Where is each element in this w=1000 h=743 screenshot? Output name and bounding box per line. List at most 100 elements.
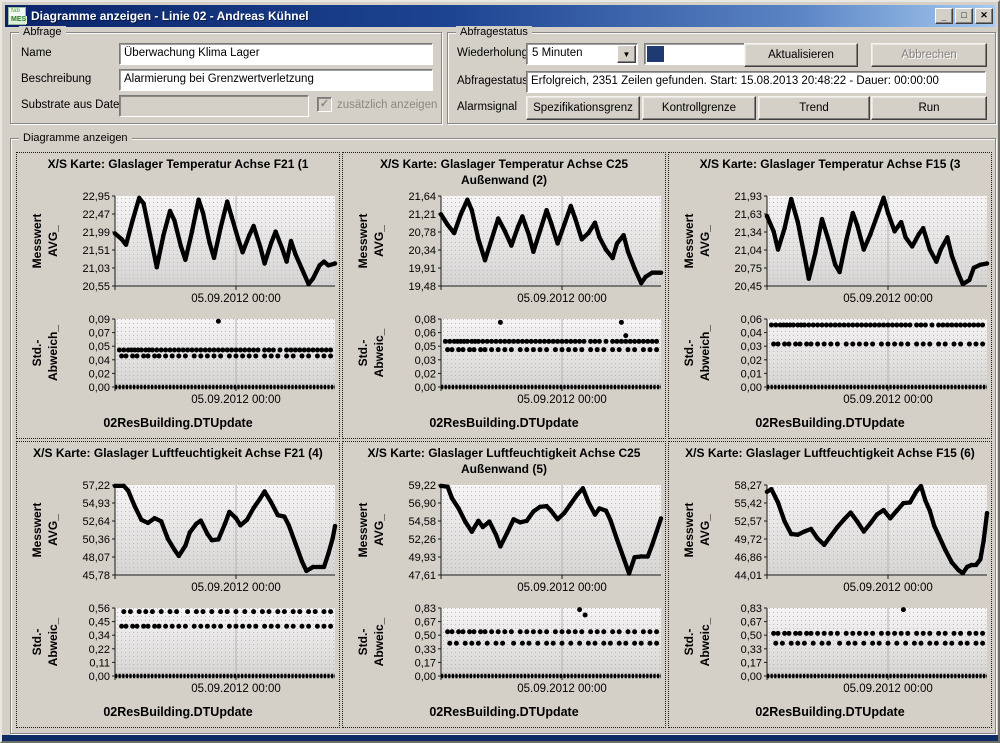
data-point <box>779 640 785 646</box>
x-tick-label: 05.09.2012 00:00 <box>191 394 281 406</box>
y-tick-label: 0,00 <box>89 382 110 394</box>
outlier-point <box>215 318 221 324</box>
data-point <box>973 341 979 347</box>
minimize-icon: _ <box>941 12 947 22</box>
data-point <box>654 347 660 353</box>
kontrollgrenze-button[interactable]: Kontrollgrenze <box>642 96 756 120</box>
data-point <box>183 543 188 548</box>
x-tick-label: 05.09.2012 00:00 <box>517 293 607 305</box>
data-point <box>658 270 664 275</box>
data-point <box>484 640 490 646</box>
y-tick-label: 0,00 <box>741 671 762 683</box>
data-point <box>526 640 532 646</box>
data-point <box>159 519 164 524</box>
data-point <box>878 630 884 636</box>
data-point <box>973 640 979 646</box>
data-point <box>262 489 267 494</box>
top-chart: 58,27 55,42 52,57 49,72 46,86 44,01 05.09.2012… <box>682 480 990 594</box>
data-point <box>821 341 827 347</box>
data-point <box>515 224 521 230</box>
data-point <box>306 281 311 287</box>
data-point <box>258 496 263 501</box>
data-point <box>524 347 530 353</box>
data-point <box>579 629 585 635</box>
data-point <box>797 341 803 347</box>
data-point <box>130 218 135 223</box>
y-axis-label: Messwert <box>30 214 44 269</box>
data-point <box>202 347 208 353</box>
data-point <box>462 640 468 646</box>
data-point <box>914 341 920 347</box>
spezifikationsgrenz-button[interactable]: Spezifikationsgrenz <box>526 96 640 120</box>
data-point <box>293 541 298 546</box>
data-point <box>654 640 660 646</box>
run-button[interactable]: Run <box>871 96 987 120</box>
data-point <box>984 261 990 266</box>
wiederholung-select[interactable]: 5 Minuten ▼ <box>526 43 638 65</box>
data-point <box>881 195 886 201</box>
data-point <box>218 225 223 231</box>
dropdown-button[interactable]: ▼ <box>617 45 636 63</box>
data-point <box>949 322 955 328</box>
data-point <box>198 353 204 359</box>
outlier-point <box>582 612 588 618</box>
data-point <box>323 347 329 353</box>
data-point <box>938 247 943 252</box>
y-tick-label: 0,50 <box>415 630 436 642</box>
data-point <box>639 554 644 559</box>
data-point <box>786 341 792 347</box>
name-input[interactable]: Überwachung Klima Lager <box>119 43 433 65</box>
data-point <box>209 609 215 615</box>
data-point <box>112 231 118 236</box>
beschreibung-input[interactable]: Alarmierung bei Grenzwertverletzung <box>119 69 433 91</box>
trend-button[interactable]: Trend <box>758 96 870 120</box>
data-point <box>508 347 514 353</box>
data-point <box>502 629 508 635</box>
data-point <box>204 623 210 629</box>
data-point <box>559 629 565 635</box>
data-point <box>927 341 933 347</box>
data-point <box>502 347 508 353</box>
data-point <box>138 347 144 353</box>
data-point <box>552 629 558 635</box>
y-axis-label: Abweic_ <box>698 617 712 666</box>
data-point <box>211 255 217 261</box>
data-point <box>123 623 129 629</box>
data-point <box>130 353 136 359</box>
data-point <box>233 623 239 629</box>
y-tick-label: 0,56 <box>89 604 110 615</box>
data-point <box>592 220 598 225</box>
data-point <box>782 226 787 231</box>
data-point <box>555 338 561 344</box>
data-point <box>447 338 453 344</box>
data-point <box>845 640 851 646</box>
data-point <box>834 341 840 347</box>
data-point <box>868 232 873 237</box>
y-tick-label: 52,57 <box>734 516 762 528</box>
maximize-button[interactable]: □ <box>955 8 973 24</box>
data-point <box>500 640 506 646</box>
data-point <box>903 322 909 328</box>
chart-footer: 02ResBuilding.DTUpdate <box>103 416 253 430</box>
data-point <box>826 640 832 646</box>
data-point <box>480 338 486 344</box>
data-point <box>438 483 444 489</box>
data-point <box>193 609 199 615</box>
data-point <box>251 505 256 511</box>
data-point <box>321 623 327 629</box>
data-point <box>850 210 855 216</box>
aktualisieren-button[interactable]: Aktualisieren <box>744 43 858 67</box>
y-axis-label: AVG_ <box>372 514 386 546</box>
data-point <box>196 197 201 202</box>
data-point <box>632 555 637 560</box>
x-tick-label: 05.09.2012 00:00 <box>517 683 607 695</box>
minimize-button[interactable]: _ <box>935 8 953 24</box>
data-point <box>632 338 638 344</box>
data-point <box>822 542 827 547</box>
data-point <box>489 347 495 353</box>
y-tick-label: 0,08 <box>415 315 436 326</box>
data-point <box>555 517 560 522</box>
close-button[interactable]: ✕ <box>975 8 993 24</box>
title-bar[interactable]: fab MES Diagramme anzeigen - Linie 02 - … <box>5 5 995 27</box>
data-point <box>594 347 600 353</box>
